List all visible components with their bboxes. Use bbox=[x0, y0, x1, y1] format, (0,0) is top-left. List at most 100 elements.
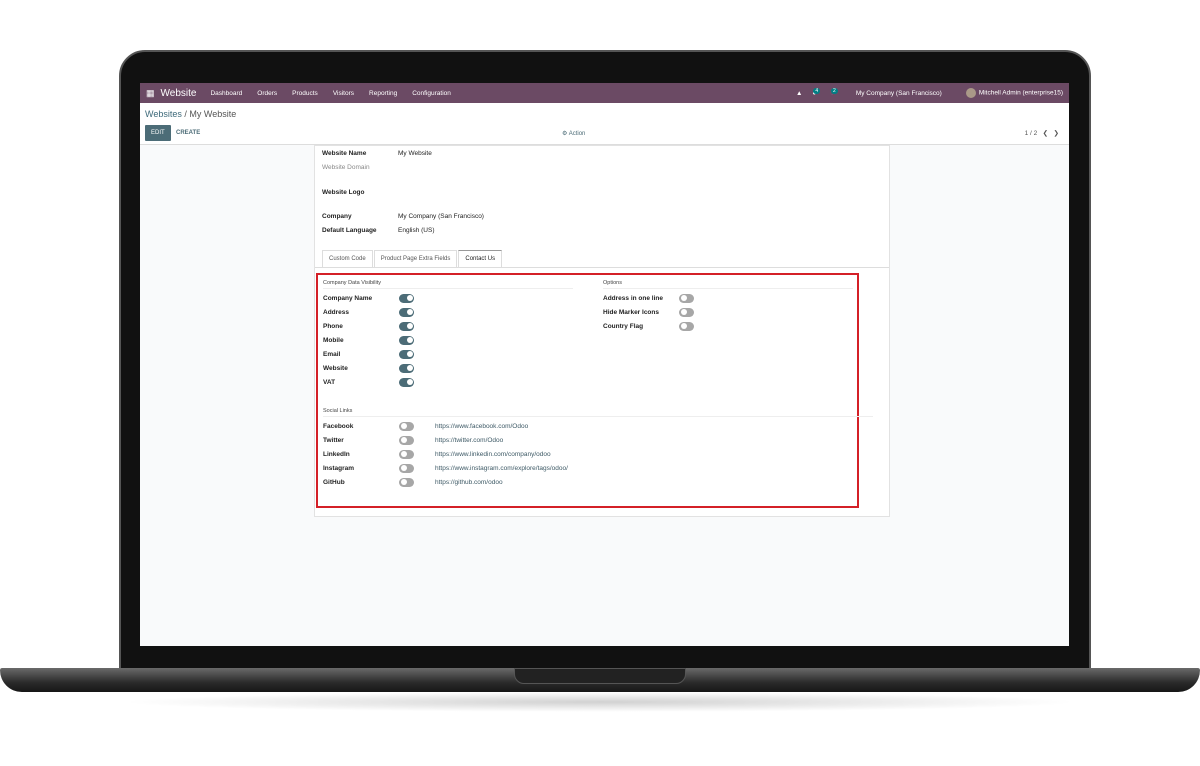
social-row: GitHub https://github.com/odoo bbox=[323, 477, 503, 487]
twitter-url[interactable]: https://twitter.com/Odoo bbox=[435, 436, 504, 444]
visibility-row: Email bbox=[323, 349, 414, 359]
tab-custom-code[interactable]: Custom Code bbox=[322, 250, 373, 267]
options-row: Hide Marker Icons bbox=[603, 307, 694, 317]
options-row: Country Flag bbox=[603, 321, 694, 331]
form-sheet: Website Name My Website Website Domain We… bbox=[314, 145, 890, 517]
menu-products[interactable]: Products bbox=[292, 89, 318, 97]
avatar bbox=[965, 88, 976, 98]
address-label: Address bbox=[323, 308, 350, 316]
website-logo-label: Website Logo bbox=[322, 189, 365, 196]
menu-visitors[interactable]: Visitors bbox=[332, 89, 355, 97]
menu-dashboard[interactable]: Dashboard bbox=[210, 89, 243, 97]
visibility-row: VAT bbox=[323, 377, 414, 387]
visibility-row: Website bbox=[323, 363, 414, 373]
twitter-toggle[interactable] bbox=[399, 435, 414, 445]
github-label: GitHub bbox=[323, 478, 345, 486]
visibility-row: Phone bbox=[323, 321, 414, 331]
github-toggle[interactable] bbox=[399, 477, 414, 487]
hide-marker-icons-label: Hide Marker Icons bbox=[603, 308, 659, 316]
notebook-tabs: Custom Code Product Page Extra Fields Co… bbox=[322, 250, 503, 267]
visibility-row: Company Name bbox=[323, 293, 414, 303]
mobile-toggle[interactable] bbox=[399, 335, 414, 345]
email-toggle[interactable] bbox=[399, 349, 414, 359]
language-value: English (US) bbox=[398, 227, 435, 234]
menu-reporting[interactable]: Reporting bbox=[369, 89, 398, 97]
breadcrumb: Websites / My Website bbox=[145, 109, 237, 119]
section-company-data-visibility: Company Data Visibility bbox=[323, 280, 573, 289]
hide-marker-icons-toggle[interactable] bbox=[679, 307, 694, 317]
social-row: Instagram https://www.instagram.com/explo… bbox=[323, 463, 568, 473]
company-switcher[interactable]: My Company (San Francisco) bbox=[855, 89, 942, 97]
section-options: Options bbox=[603, 280, 853, 289]
instagram-toggle[interactable] bbox=[399, 463, 414, 473]
breadcrumb-current: My Website bbox=[189, 109, 237, 119]
website-label: Website bbox=[323, 364, 348, 372]
pager-next-icon[interactable]: ❯ bbox=[1053, 130, 1059, 137]
company-label: Company bbox=[322, 213, 352, 220]
website-toggle[interactable] bbox=[399, 363, 414, 373]
company-name-toggle[interactable] bbox=[399, 293, 414, 303]
website-name-label: Website Name bbox=[322, 150, 367, 157]
laptop-notch bbox=[514, 668, 686, 684]
messages-icon[interactable]: ●4 bbox=[812, 87, 821, 97]
address-toggle[interactable] bbox=[399, 307, 414, 317]
top-navbar: ▦ Website Dashboard Orders Products Visi… bbox=[140, 83, 1069, 103]
activities-badge: 2 bbox=[831, 87, 838, 94]
visibility-row: Mobile bbox=[323, 335, 414, 345]
country-flag-toggle[interactable] bbox=[679, 321, 694, 331]
messages-badge: 4 bbox=[813, 87, 821, 94]
linkedin-toggle[interactable] bbox=[399, 449, 414, 459]
breadcrumb-websites[interactable]: Websites bbox=[145, 109, 182, 119]
twitter-label: Twitter bbox=[323, 436, 344, 444]
pager: 1 / 2 ❮ ❯ bbox=[1025, 129, 1059, 137]
activities-icon[interactable]: ◔2 bbox=[830, 87, 838, 97]
laptop-shadow bbox=[120, 692, 1080, 712]
language-label: Default Language bbox=[322, 227, 377, 234]
debug-icon[interactable]: ▲ bbox=[795, 89, 803, 97]
website-domain-label: Website Domain bbox=[322, 164, 370, 171]
menu-orders[interactable]: Orders bbox=[257, 89, 278, 97]
vat-label: VAT bbox=[323, 378, 336, 386]
phone-label: Phone bbox=[323, 322, 343, 330]
options-row: Address in one line bbox=[603, 293, 694, 303]
address-in-one-line-label: Address in one line bbox=[603, 294, 663, 302]
screen: ▦ Website Dashboard Orders Products Visi… bbox=[140, 83, 1069, 646]
social-row: LinkedIn https://www.linkedin.com/company… bbox=[323, 449, 551, 459]
facebook-url[interactable]: https://www.facebook.com/Odoo bbox=[435, 422, 529, 430]
edit-button[interactable]: EDIT bbox=[145, 125, 171, 141]
social-row: Facebook https://www.facebook.com/Odoo bbox=[323, 421, 528, 431]
linkedin-label: LinkedIn bbox=[323, 450, 350, 458]
tab-product-page-extra-fields[interactable]: Product Page Extra Fields bbox=[373, 250, 458, 267]
create-button[interactable]: CREATE bbox=[176, 130, 201, 136]
website-name-value: My Website bbox=[398, 150, 432, 157]
github-url[interactable]: https://github.com/odoo bbox=[435, 478, 503, 486]
phone-toggle[interactable] bbox=[399, 321, 414, 331]
mobile-label: Mobile bbox=[323, 336, 344, 344]
action-menu[interactable]: ⚙ Action bbox=[562, 131, 586, 137]
social-row: Twitter https://twitter.com/Odoo bbox=[323, 435, 503, 445]
section-social-links: Social Links bbox=[323, 408, 873, 417]
user-name: Mitchell Admin (enterprise15) bbox=[978, 89, 1063, 97]
country-flag-label: Country Flag bbox=[603, 322, 644, 330]
user-menu[interactable]: Mitchell Admin (enterprise15) bbox=[965, 88, 1063, 98]
pager-prev-icon[interactable]: ❮ bbox=[1042, 130, 1049, 137]
company-name-label: Company Name bbox=[323, 294, 373, 302]
vat-toggle[interactable] bbox=[399, 377, 414, 387]
linkedin-url[interactable]: https://www.linkedin.com/company/odoo bbox=[435, 450, 551, 458]
instagram-label: Instagram bbox=[323, 464, 355, 472]
tab-contact-us[interactable]: Contact Us bbox=[458, 250, 503, 267]
menu-configuration[interactable]: Configuration bbox=[412, 89, 451, 97]
apps-menu-icon[interactable]: ▦ bbox=[146, 87, 155, 98]
company-value: My Company (San Francisco) bbox=[398, 213, 484, 220]
pager-value[interactable]: 1 / 2 bbox=[1024, 130, 1038, 137]
facebook-toggle[interactable] bbox=[399, 421, 414, 431]
app-title[interactable]: Website bbox=[160, 87, 197, 99]
highlight-box: Company Data Visibility Company Name Addr… bbox=[316, 273, 873, 508]
visibility-row: Address bbox=[323, 307, 414, 317]
facebook-label: Facebook bbox=[323, 422, 354, 430]
control-panel: Websites / My Website EDIT CREATE ⚙ Acti… bbox=[140, 103, 1069, 145]
email-label: Email bbox=[323, 350, 341, 358]
instagram-url[interactable]: https://www.instagram.com/explore/tags/o… bbox=[435, 464, 568, 472]
address-in-one-line-toggle[interactable] bbox=[679, 293, 694, 303]
tab-divider bbox=[315, 267, 889, 268]
